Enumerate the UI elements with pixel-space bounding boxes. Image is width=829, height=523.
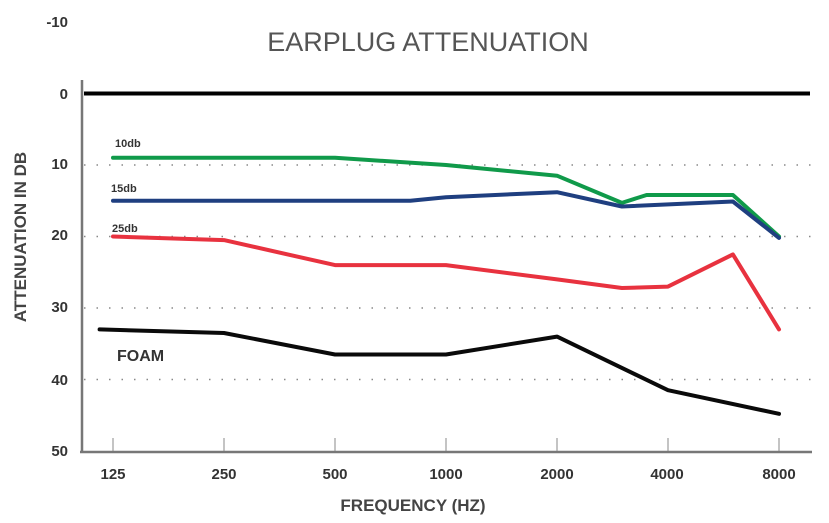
x-tick-marks (112, 438, 780, 451)
x-tick-label: 500 (322, 466, 347, 483)
x-tick-label: 250 (211, 466, 236, 483)
y-tick-labels: -10 0 10 20 30 40 50 (46, 14, 68, 460)
series-line-25db (111, 234, 781, 332)
series-line-foam (97, 327, 781, 416)
series-line-10db (111, 155, 781, 239)
x-tick-labels: 125 250 500 1000 2000 4000 8000 (100, 466, 795, 483)
y-tick-label: 40 (51, 372, 68, 389)
series-label-15db: 15db (111, 183, 137, 195)
x-tick-label: 2000 (540, 466, 573, 483)
y-tick-label: 30 (51, 299, 68, 316)
x-tick-label: 8000 (762, 466, 795, 483)
series-lines (97, 155, 781, 416)
y-tick-label: 50 (51, 443, 68, 460)
series-label-10db: 10db (115, 138, 141, 150)
y-tick-label: 0 (60, 86, 68, 103)
series-label-25db: 25db (112, 223, 138, 235)
series-line-15db (111, 190, 781, 240)
y-axis-label: ATTENUATION IN DB (11, 152, 30, 322)
x-tick-label: 4000 (650, 466, 683, 483)
y-tick-label: 20 (51, 227, 68, 244)
series-label-foam: FOAM (117, 348, 164, 365)
x-axis-label: FREQUENCY (HZ) (340, 496, 485, 515)
x-tick-label: 125 (100, 466, 125, 483)
y-tick-label: 10 (51, 156, 68, 173)
x-tick-label: 1000 (429, 466, 462, 483)
y-tick-label: -10 (46, 14, 68, 31)
chart-title: EARPLUG ATTENUATION (267, 27, 589, 57)
